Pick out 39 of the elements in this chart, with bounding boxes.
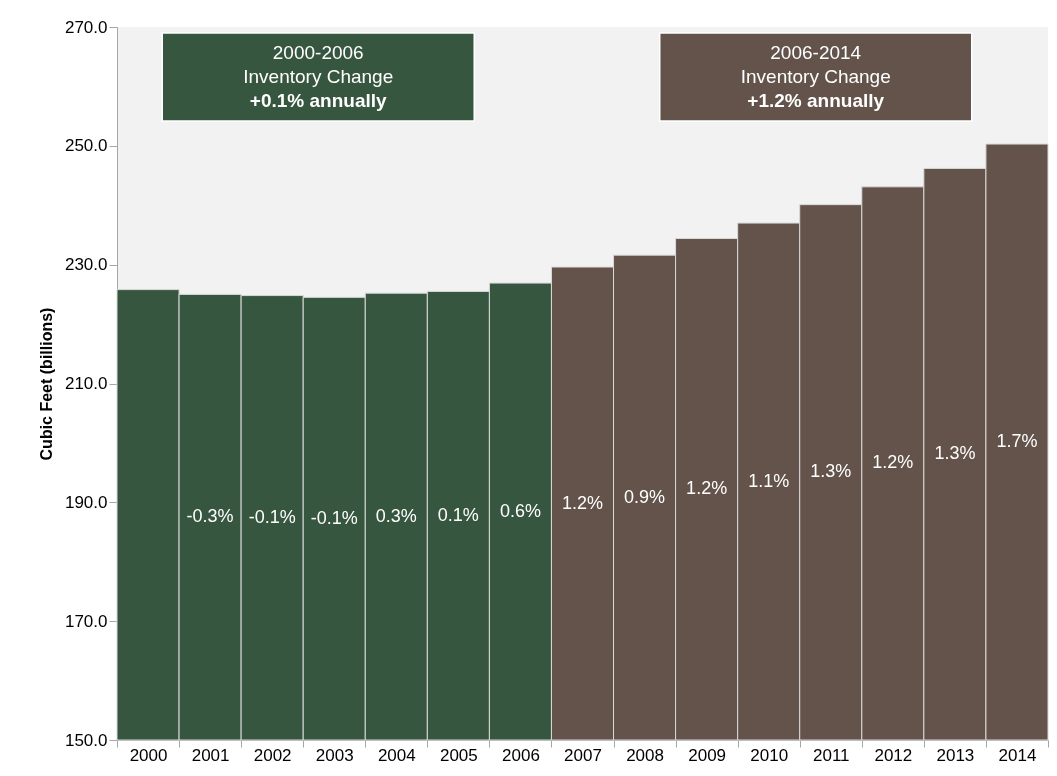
annotation: 0.6% (499, 500, 541, 521)
annotation: 1.7% (996, 431, 1038, 452)
x-tick-label: 2012 (874, 745, 913, 765)
x-tick-label: 2000 (129, 745, 168, 765)
annotation: 1.2% (686, 478, 728, 499)
x-tick-label: 2008 (626, 745, 664, 765)
y-axis-title: Cubic Feet (billions) (37, 307, 55, 461)
x-tick-label: 2004 (377, 745, 416, 765)
annotation: -0.1% (310, 507, 358, 528)
y-tick-label: 210.0 (64, 374, 108, 393)
x-tick-label: 2011 (812, 745, 850, 765)
x-tick-label: 2006 (502, 745, 540, 765)
x-tick-label: 2003 (315, 745, 354, 765)
y-tick-label: 230.0 (64, 255, 108, 275)
x-tick-label: 2007 (564, 745, 602, 765)
y-tick-label: 250.0 (64, 136, 108, 156)
annotation: 1.2% (561, 492, 604, 513)
x-tick-label: 2002 (253, 745, 292, 765)
x-tick-label: 2014 (998, 745, 1037, 765)
y-tick-label: 190.0 (64, 492, 108, 512)
x-tick-label: 2013 (936, 745, 975, 765)
annotation: 1.1% (748, 470, 790, 491)
annotation: 1.3% (810, 461, 852, 482)
annotation: -0.3% (186, 506, 234, 527)
y-tick-label: 150.0 (64, 730, 108, 750)
annotation: -0.1% (248, 506, 296, 527)
x-tick-label: 2010 (750, 745, 789, 765)
annotation: 1.3% (934, 443, 976, 464)
y-tick-label: 270.0 (64, 17, 108, 37)
annotation: 2006-2014 Inventory Change +1.2% annually (740, 42, 891, 111)
x-tick-label: 2009 (688, 745, 727, 765)
x-tick-label: 2001 (191, 745, 230, 765)
y-tick-label: 170.0 (64, 611, 108, 631)
annotation: 0.1% (437, 504, 479, 525)
x-tick-label: 2005 (439, 745, 478, 765)
annotation: 1.2% (872, 452, 914, 473)
annotation: 0.3% (375, 505, 417, 526)
annotation: 0.9% (624, 486, 666, 507)
annotation: 2000-2006 Inventory Change +0.1% annually (243, 42, 394, 111)
